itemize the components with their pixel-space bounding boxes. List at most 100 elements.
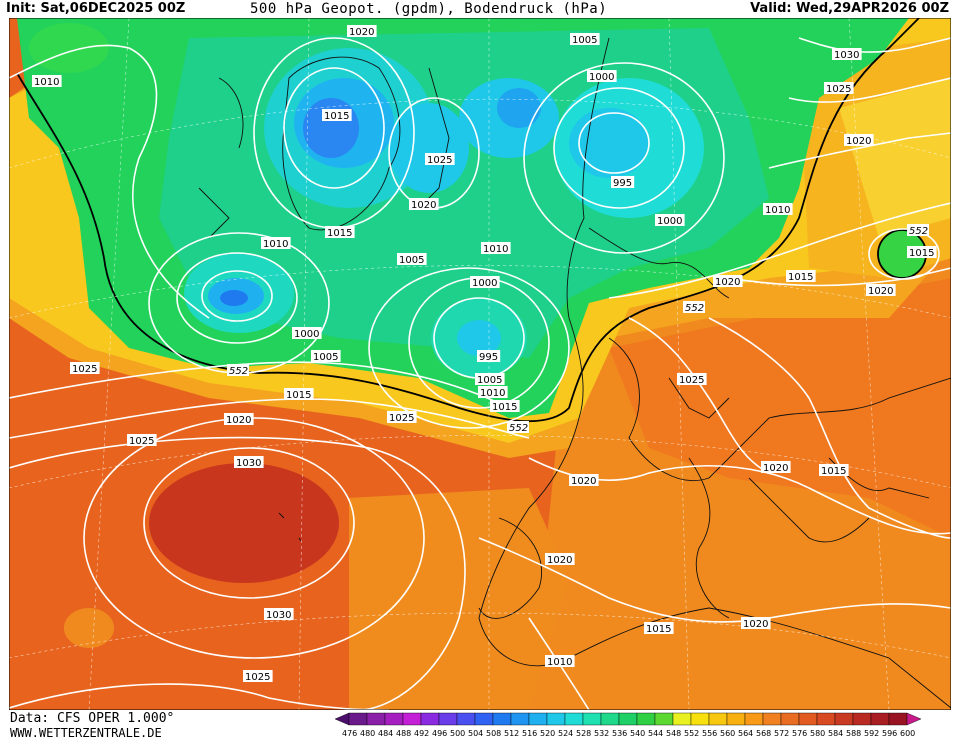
isobar-label-bg: [819, 464, 849, 476]
legend-swatch: [474, 712, 494, 726]
legend-tick-label: 532: [594, 729, 609, 738]
graticule: [9, 18, 951, 710]
isobar-label: 1020: [846, 136, 871, 147]
legend-tick-label: 528: [576, 729, 591, 738]
isobar-label-bg: [786, 270, 816, 282]
legend-tick-label: 516: [522, 729, 537, 738]
legend-ticks: 476 480 484 488 492 496 500 504 508 512 516 520 524 5…: [342, 729, 915, 738]
isobar-label: 1020: [763, 463, 788, 474]
isobar-label-bg: [322, 109, 352, 121]
isobar-label: 1000: [294, 329, 319, 340]
isobar-label: 1020: [571, 476, 596, 487]
isobar-label: 1020: [868, 286, 893, 297]
legend-swatch: [852, 712, 872, 726]
isobar-label-bg: [587, 70, 617, 82]
geopotential-field: 1020 1005 1030 1010 1000 1025 1015 1020 1025 995 1…: [9, 18, 951, 710]
isobar-label-bg: [284, 388, 314, 400]
isobar-label: 1020: [547, 555, 572, 566]
legend-tick-label: 576: [792, 729, 807, 738]
legend-swatch: [600, 712, 620, 726]
isobar-label-bg: [264, 608, 294, 620]
legend-swatch: [366, 712, 386, 726]
legend-tick-label: 564: [738, 729, 753, 738]
isobar-label: 1000: [657, 216, 682, 227]
legend-swatch: [618, 712, 638, 726]
legend-swatch: [780, 712, 800, 726]
isobar-label: 1025: [72, 364, 97, 375]
legend-tick-label: 568: [756, 729, 771, 738]
legend-tick-label: 588: [846, 729, 861, 738]
geopot-label-bg: [507, 421, 529, 433]
isobar-label-bg: [243, 670, 273, 682]
isobar-label: 1015: [909, 248, 934, 259]
legend-tick-label: 536: [612, 729, 627, 738]
isobar-label-bg: [325, 226, 355, 238]
isobar-label-bg: [409, 198, 439, 210]
legend-swatch: [564, 712, 584, 726]
map-header: Init: Sat,06DEC2025 00Z 500 hPa Geopot. …: [0, 0, 959, 18]
isobar-label-bg: [387, 411, 417, 423]
isobar-label-bg: [311, 350, 341, 362]
isobar-label-bg: [347, 25, 377, 37]
website: WWW.WETTERZENTRALE.DE: [10, 726, 162, 740]
isobar-label: 1010: [34, 77, 59, 88]
geopot-label-bg: [683, 301, 705, 313]
isobar-label: 1015: [646, 624, 671, 635]
legend-tick-label: 476: [342, 729, 357, 738]
legend-swatch: [348, 712, 368, 726]
isobar-label: 1025: [389, 413, 414, 424]
legend-swatch: [672, 712, 692, 726]
isobar-label-bg: [477, 350, 501, 362]
isobar-label: 1000: [472, 278, 497, 289]
legend-swatch: [726, 712, 746, 726]
isobar-label: 1015: [788, 272, 813, 283]
isobar-label: 1030: [236, 458, 261, 469]
legend-swatch: [510, 712, 530, 726]
legend-tick-label: 572: [774, 729, 789, 738]
legend-swatch: [456, 712, 476, 726]
legend-tick-label: 584: [828, 729, 843, 738]
legend-swatch: [438, 712, 458, 726]
isobar-label-bg: [713, 275, 743, 287]
weather-map: 1020 1005 1030 1010 1000 1025 1015 1020 1025 995 1…: [9, 18, 951, 710]
legend-swatch: [906, 712, 922, 726]
isobar-label-bg: [907, 246, 937, 258]
legend-tick-label: 496: [432, 729, 447, 738]
isobar-label-bg: [32, 75, 62, 87]
isobar-label: 1015: [286, 390, 311, 401]
legend-swatch: [384, 712, 404, 726]
isobar-label-bg: [261, 237, 291, 249]
isobar-label-bg: [761, 461, 791, 473]
legend-swatch: [335, 712, 350, 726]
color-legend: 476 480 484 488 492 496 500 504 508 512 516 520 524 5…: [335, 712, 922, 738]
isobar-label: 1025: [245, 672, 270, 683]
isobar-label-bg: [832, 48, 862, 60]
isobar-label: 1030: [834, 50, 859, 61]
isobar-label: 1010: [547, 657, 572, 668]
isobar-label: 1015: [324, 111, 349, 122]
isobar-label-bg: [425, 153, 455, 165]
legend-tick-label: 504: [468, 729, 483, 738]
legend-tick-label: 508: [486, 729, 501, 738]
isobar-label: 1010: [480, 388, 505, 399]
geopot-label: 552: [909, 226, 928, 237]
legend-swatch: [744, 712, 764, 726]
geopot-label: 552: [229, 366, 248, 377]
map-title: 500 hPa Geopot. (gpdm), Bodendruck (hPa): [250, 1, 608, 17]
isobar-label-bg: [677, 373, 707, 385]
legend-swatch: [762, 712, 782, 726]
legend-tick-label: 596: [882, 729, 897, 738]
legend-swatch: [582, 712, 602, 726]
isobar-label: 1030: [266, 610, 291, 621]
isobar-label-bg: [866, 284, 896, 296]
isobar-label: 1020: [715, 277, 740, 288]
legend-swatch: [798, 712, 818, 726]
isobar-label-bg: [763, 203, 793, 215]
isobar-label-bg: [127, 434, 157, 446]
isobar-label: 1025: [826, 84, 851, 95]
legend-tick-label: 600: [900, 729, 915, 738]
isobar-label: 1020: [226, 415, 251, 426]
isobar-label: 1010: [483, 244, 508, 255]
legend-tick-label: 512: [504, 729, 519, 738]
isobar-label-bg: [490, 400, 520, 412]
